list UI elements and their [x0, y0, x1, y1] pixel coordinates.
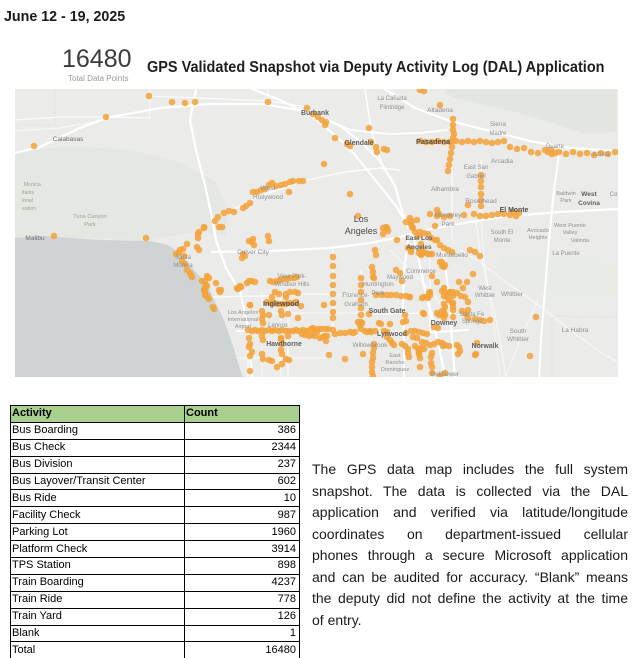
svg-text:Calabasas: Calabasas — [53, 136, 84, 143]
svg-text:Monte: Monte — [494, 238, 511, 244]
svg-text:Azusa: Azusa — [593, 152, 610, 158]
svg-text:La Puente: La Puente — [552, 251, 580, 257]
svg-text:Malibu: Malibu — [25, 235, 45, 242]
svg-text:Madre: Madre — [489, 131, 507, 137]
svg-text:Glendale: Glendale — [344, 140, 373, 147]
svg-text:Valley: Valley — [563, 230, 578, 236]
svg-text:Flintridge: Flintridge — [380, 105, 405, 111]
svg-text:Huntington: Huntington — [362, 281, 394, 288]
svg-text:La Cañada: La Cañada — [377, 96, 407, 102]
svg-text:Covina: Covina — [610, 192, 618, 198]
svg-text:Angeles: Angeles — [406, 244, 432, 251]
svg-text:East: East — [389, 353, 401, 359]
svg-text:Lynwood: Lynwood — [377, 331, 407, 338]
svg-text:Gabriel: Gabriel — [466, 174, 485, 180]
svg-text:El Monte: El Monte — [500, 207, 529, 214]
svg-text:Altadena: Altadena — [427, 107, 453, 114]
svg-text:Whittier: Whittier — [501, 291, 524, 298]
svg-text:Angeles: Angeles — [345, 226, 378, 236]
svg-text:Park: Park — [441, 221, 455, 228]
svg-text:Bellflower: Bellflower — [431, 371, 460, 377]
svg-text:Park: Park — [371, 290, 385, 297]
svg-text:South El: South El — [491, 230, 514, 236]
svg-text:Los: Los — [354, 214, 369, 224]
svg-text:West: West — [581, 191, 597, 198]
svg-text:eation: eation — [22, 206, 36, 212]
svg-text:itains: itains — [22, 190, 35, 196]
svg-text:Culver City: Culver City — [237, 249, 270, 256]
svg-text:Monica: Monica — [24, 182, 41, 188]
svg-text:Tuna Canyon: Tuna Canyon — [73, 214, 106, 220]
svg-text:West: West — [478, 286, 492, 292]
svg-text:Maywood: Maywood — [387, 275, 413, 281]
svg-text:East Los: East Los — [405, 235, 432, 242]
svg-text:Los Angeles: Los Angeles — [228, 310, 259, 316]
svg-text:Inglewood: Inglewood — [263, 299, 299, 308]
svg-text:Rosemead: Rosemead — [465, 198, 497, 205]
svg-text:International: International — [228, 317, 259, 323]
svg-text:Rancho: Rancho — [385, 360, 404, 366]
svg-text:La Habra: La Habra — [562, 327, 589, 334]
svg-text:Springs: Springs — [462, 319, 482, 325]
svg-text:South: South — [510, 328, 527, 335]
svg-text:Windsor Hills: Windsor Hills — [274, 282, 309, 288]
svg-text:Pasadena: Pasadena — [416, 137, 451, 146]
svg-text:Santa: Santa — [175, 255, 191, 261]
svg-text:Whittier: Whittier — [507, 336, 530, 343]
svg-text:Airport: Airport — [235, 324, 252, 330]
svg-text:Heights: Heights — [529, 235, 548, 241]
svg-text:Baldwin: Baldwin — [556, 191, 576, 197]
svg-text:Covina: Covina — [578, 200, 600, 207]
svg-text:Park: Park — [84, 222, 96, 228]
svg-text:View Park-: View Park- — [278, 274, 307, 280]
svg-text:Willowbrook: Willowbrook — [352, 342, 388, 349]
svg-text:Downey: Downey — [431, 320, 458, 327]
svg-text:Arcadia: Arcadia — [491, 158, 513, 165]
svg-text:Graham: Graham — [344, 301, 367, 308]
svg-text:Hawthorne: Hawthorne — [266, 341, 302, 348]
svg-text:Sierra: Sierra — [490, 122, 507, 128]
svg-text:Alhambra: Alhambra — [431, 186, 459, 193]
svg-text:West: West — [261, 185, 276, 192]
svg-text:Commerce: Commerce — [406, 269, 436, 275]
svg-text:Monterey: Monterey — [434, 212, 462, 219]
svg-text:Lennox: Lennox — [268, 323, 288, 329]
svg-text:Monica: Monica — [173, 263, 193, 269]
svg-text:Duarte: Duarte — [546, 144, 565, 150]
svg-text:East San: East San — [464, 165, 488, 171]
svg-text:West Puente: West Puente — [554, 223, 586, 229]
svg-text:Florence-: Florence- — [342, 292, 369, 299]
svg-text:Dominguez: Dominguez — [381, 367, 409, 373]
svg-text:Burbank: Burbank — [301, 110, 329, 117]
svg-text:Montebello: Montebello — [436, 252, 468, 259]
svg-text:Hollywood: Hollywood — [253, 194, 283, 201]
svg-text:Avocado: Avocado — [527, 228, 549, 234]
svg-text:Norwalk: Norwalk — [472, 343, 499, 350]
svg-text:Park: Park — [560, 198, 572, 204]
svg-text:Santa Fe: Santa Fe — [460, 312, 485, 318]
svg-text:Valinda: Valinda — [571, 238, 590, 244]
svg-text:ional: ional — [22, 198, 33, 204]
svg-text:Whittier: Whittier — [475, 293, 495, 299]
svg-text:South Gate: South Gate — [369, 308, 406, 315]
